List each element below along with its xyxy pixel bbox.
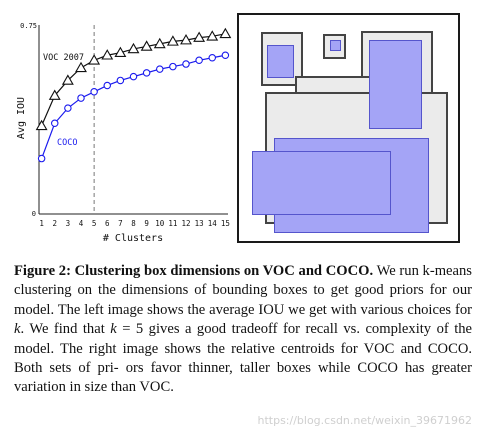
x-tick-label: 9	[144, 219, 149, 228]
x-tick-label: 10	[155, 219, 165, 228]
watermark-text: https://blog.csdn.net/weixin_39671962	[257, 414, 472, 427]
x-tick-label: 15	[221, 219, 230, 228]
coco-data-point	[91, 89, 97, 95]
x-tick-label: 8	[131, 219, 136, 228]
coco-data-point	[65, 105, 71, 111]
figure-caption: Figure 2: Clustering box dimensions on V…	[14, 262, 472, 398]
x-tick-label: 1	[39, 219, 44, 228]
coco-data-point	[117, 77, 123, 83]
x-tick-label: 7	[118, 219, 123, 228]
voc-data-point	[76, 63, 86, 72]
x-tick-label: 12	[181, 219, 190, 228]
coco-data-point	[157, 66, 163, 72]
coco-data-point	[170, 63, 176, 69]
legend-coco-label: COCO	[57, 138, 77, 148]
legend-voc-label: VOC 2007	[43, 53, 84, 63]
x-tick-label: 14	[208, 219, 218, 228]
coco-data-point	[183, 61, 189, 67]
coco-centroid-box	[369, 40, 422, 129]
x-tick-label: 5	[92, 219, 97, 228]
voc-data-point	[220, 29, 230, 38]
x-tick-label: 3	[66, 219, 71, 228]
x-axis-label: # Clusters	[103, 233, 163, 244]
coco-data-point	[52, 120, 58, 126]
x-tick-label: 6	[105, 219, 110, 228]
coco-data-point	[209, 55, 215, 61]
cluster-centroids-panel	[237, 13, 460, 243]
coco-data-point	[196, 57, 202, 63]
x-tick-label: 13	[195, 219, 204, 228]
x-tick-label: 4	[79, 219, 84, 228]
coco-data-point	[38, 155, 44, 161]
y-axis-label: Avg IOU	[16, 97, 27, 139]
y-tick-label: 0.75	[20, 22, 37, 30]
y-tick-label: 0	[32, 210, 36, 218]
x-tick-label: 2	[52, 219, 57, 228]
coco-data-point	[130, 73, 136, 79]
coco-centroid-box	[330, 40, 341, 51]
voc-data-point	[89, 55, 99, 64]
coco-data-point	[143, 70, 149, 76]
caption-title: Clustering box dimensions on VOC and COC…	[75, 263, 374, 279]
caption-label: Figure 2:	[14, 263, 71, 279]
coco-data-point	[78, 95, 84, 101]
coco-centroid-box	[267, 45, 294, 78]
coco-centroid-box	[252, 151, 391, 215]
coco-data-point	[222, 52, 228, 58]
coco-data-point	[104, 82, 110, 88]
x-tick-label: 11	[168, 219, 177, 228]
voc-data-point	[37, 121, 47, 130]
